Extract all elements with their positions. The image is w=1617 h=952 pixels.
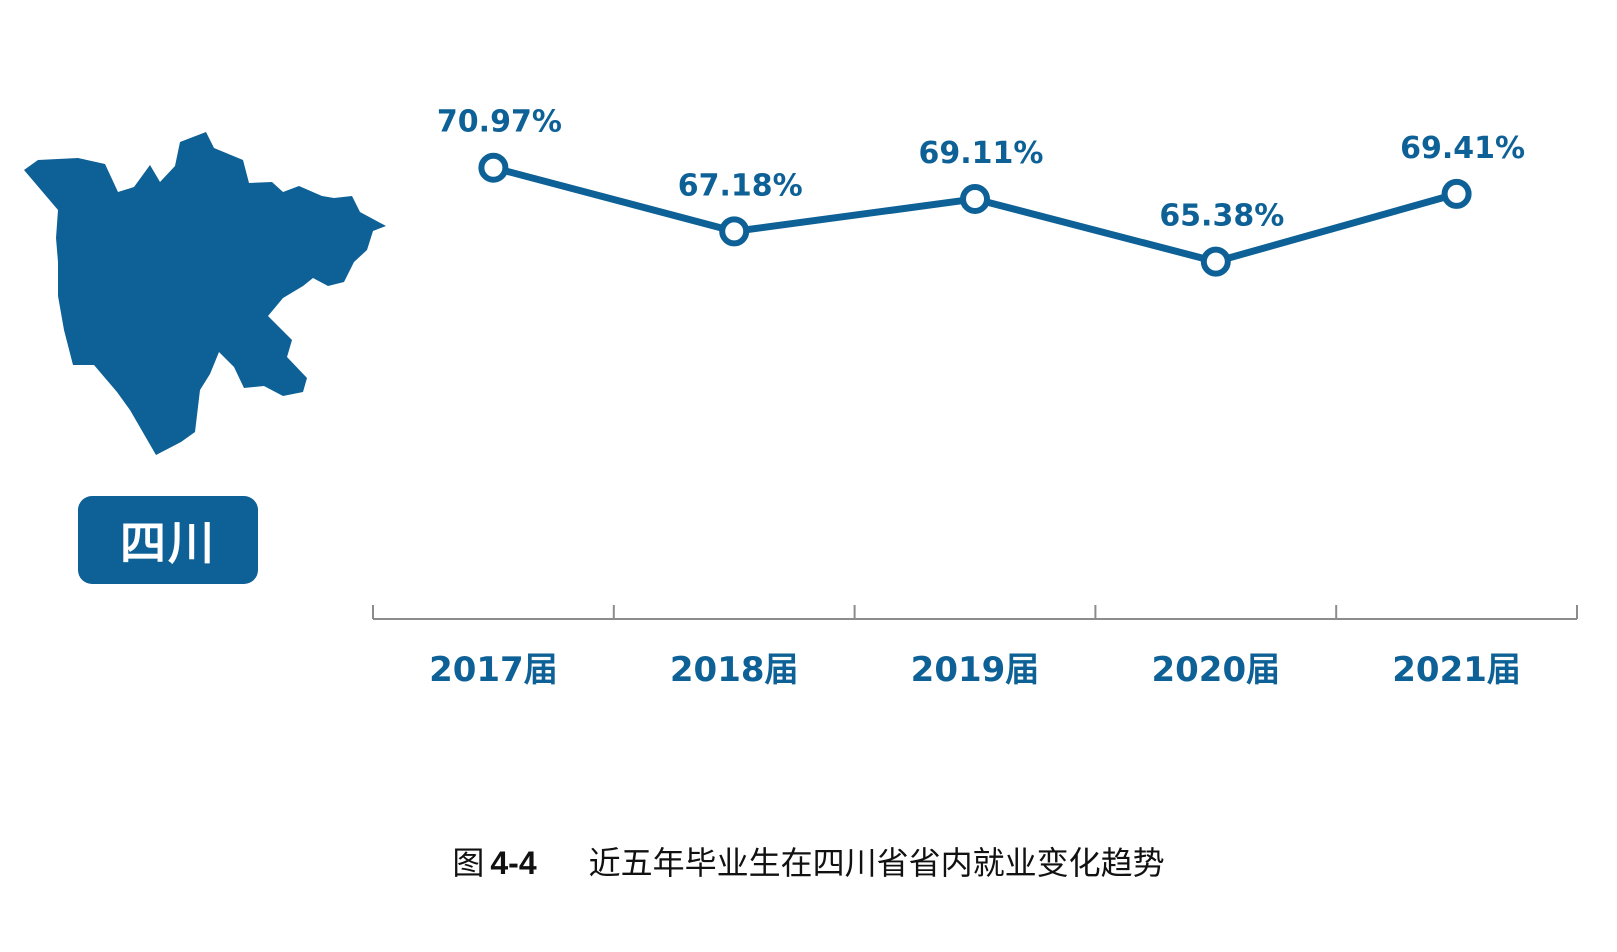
x-tick-label: 2020届: [1151, 650, 1280, 690]
caption-prefix: 图: [452, 844, 485, 882]
figure-caption: 图 4-4 近五年毕业生在四川省省内就业变化趋势: [0, 838, 1617, 884]
x-tick-label: 2018届: [670, 650, 799, 690]
data-point: [1441, 178, 1472, 209]
data-label: 65.38%: [1159, 199, 1284, 234]
data-point: [960, 183, 990, 214]
x-tick-label: 2017届: [429, 650, 558, 690]
province-badge-label: 四川: [120, 516, 216, 570]
sichuan-map-icon: [24, 132, 386, 455]
caption-number: 4-4: [490, 845, 537, 881]
series-line: [489, 164, 1461, 266]
x-tick-label: 2019届: [911, 650, 1040, 690]
data-label: 69.11%: [919, 136, 1044, 171]
province-badge: 四川: [78, 496, 258, 584]
data-label: 69.41%: [1400, 131, 1525, 166]
data-label: 70.97%: [437, 105, 562, 140]
x-tick-label: 2021届: [1392, 650, 1521, 690]
data-point: [1200, 246, 1231, 277]
caption-title: 近五年毕业生在四川省省内就业变化趋势: [588, 844, 1165, 882]
data-point: [719, 216, 750, 247]
data-point: [478, 152, 509, 183]
data-label: 67.18%: [678, 168, 803, 203]
